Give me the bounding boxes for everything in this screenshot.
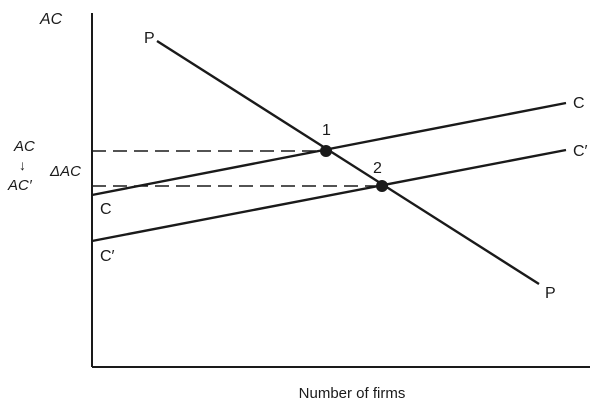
cc-prime-curve [91, 148, 567, 243]
equilibrium-point-1 [320, 145, 332, 157]
point-2-label: 2 [373, 160, 382, 177]
point-1-label: 1 [322, 122, 331, 139]
ac-annotation-top: AC [13, 138, 35, 155]
cc-prime-end-label: C′ [573, 143, 588, 160]
cc-start-label: C [100, 201, 112, 218]
y-axis-label: AC [39, 11, 63, 28]
pp-end-label: P [545, 285, 556, 302]
pp-start-label: P [144, 30, 155, 47]
x-axis-label: Number of firms [299, 385, 406, 402]
down-arrow-icon: ↓ [19, 157, 26, 173]
equilibrium-point-2 [376, 180, 388, 192]
ac-prime-annotation: AC′ [7, 177, 33, 194]
cc-end-label: C [573, 95, 585, 112]
delta-ac-annotation: ΔAC [49, 163, 81, 180]
cc-prime-start-label: C′ [100, 248, 115, 265]
pp-curve [156, 39, 540, 286]
